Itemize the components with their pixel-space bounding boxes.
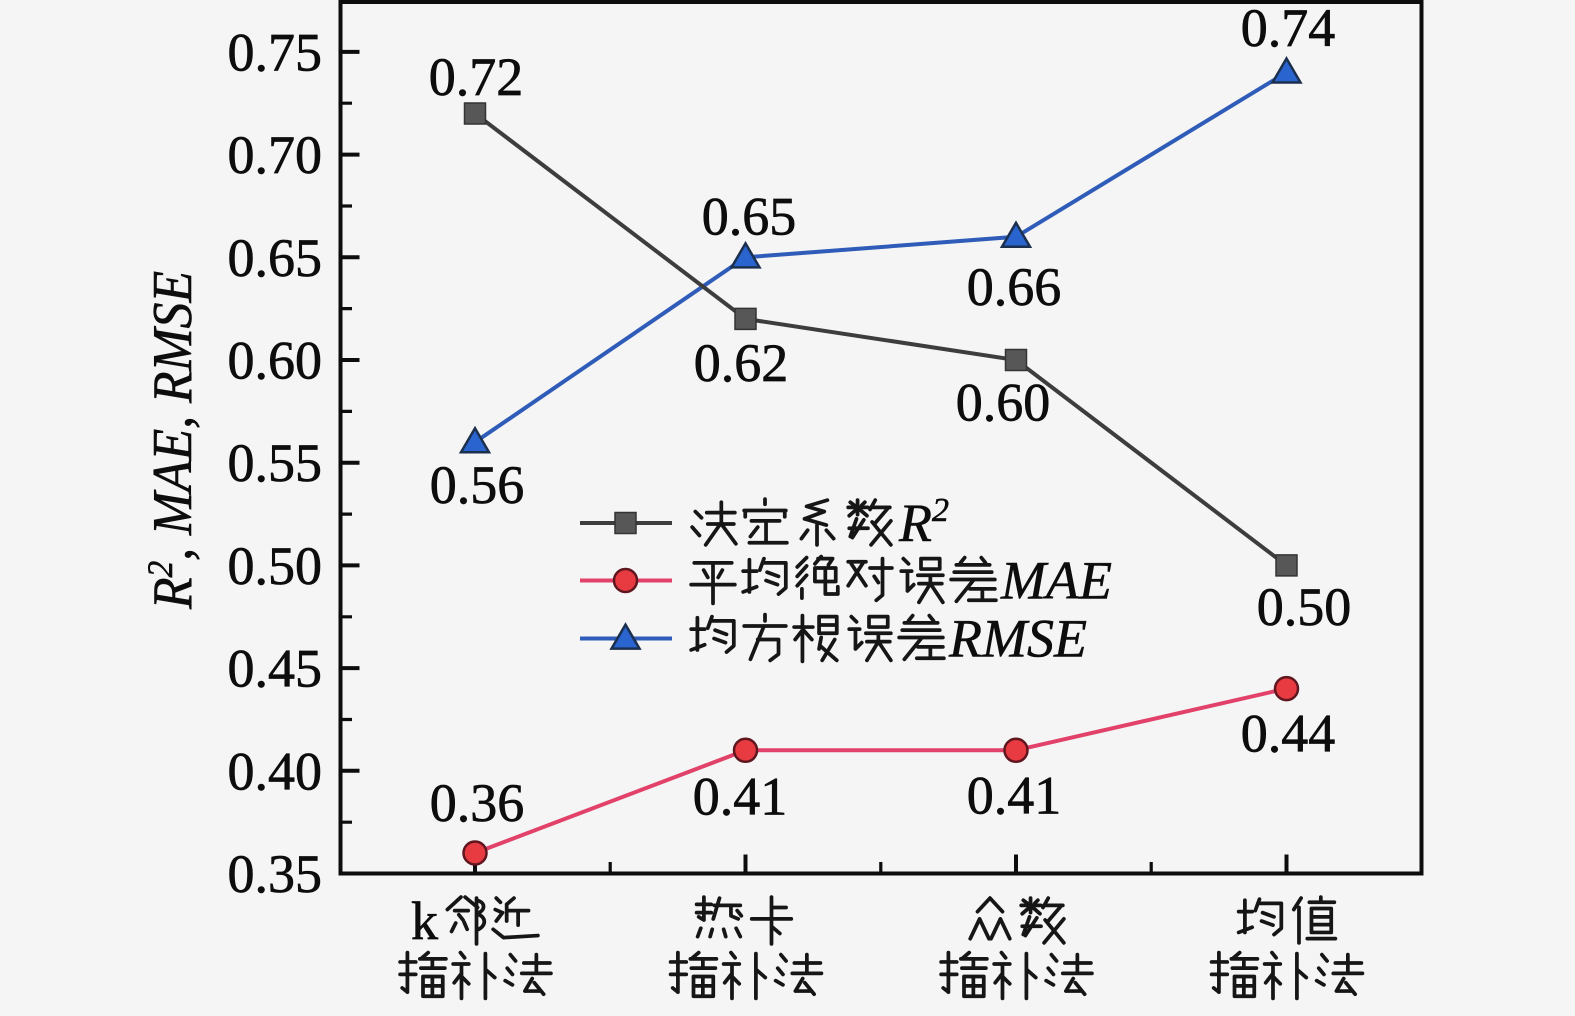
svg-text:0.62: 0.62 [694,333,789,393]
svg-text:0.70: 0.70 [228,125,323,185]
svg-text:0.44: 0.44 [1241,704,1336,764]
svg-text:0.36: 0.36 [430,773,525,833]
svg-text:0.60: 0.60 [228,331,323,391]
svg-text:0.55: 0.55 [228,433,323,493]
svg-text:0.45: 0.45 [228,639,323,699]
svg-text:0.65: 0.65 [702,187,797,247]
svg-text:0.66: 0.66 [967,257,1062,317]
svg-text:0.74: 0.74 [1241,0,1336,58]
svg-text:MAE: MAE [1000,551,1112,611]
svg-text:0.41: 0.41 [693,767,788,827]
svg-text:0.50: 0.50 [1257,577,1352,637]
svg-text:0.75: 0.75 [228,22,323,82]
svg-text:k: k [411,891,438,951]
svg-text:0.72: 0.72 [429,47,524,107]
svg-text:RMSE: RMSE [948,609,1087,669]
svg-text:0.56: 0.56 [430,455,525,515]
svg-text:0.50: 0.50 [228,536,323,596]
svg-text:0.41: 0.41 [967,766,1062,826]
svg-text:0.35: 0.35 [228,844,323,904]
svg-text:0.40: 0.40 [228,741,323,801]
svg-text:R2, MAE, RMSE: R2, MAE, RMSE [140,271,204,610]
svg-text:0.60: 0.60 [956,373,1051,433]
svg-text:0.65: 0.65 [228,228,323,288]
